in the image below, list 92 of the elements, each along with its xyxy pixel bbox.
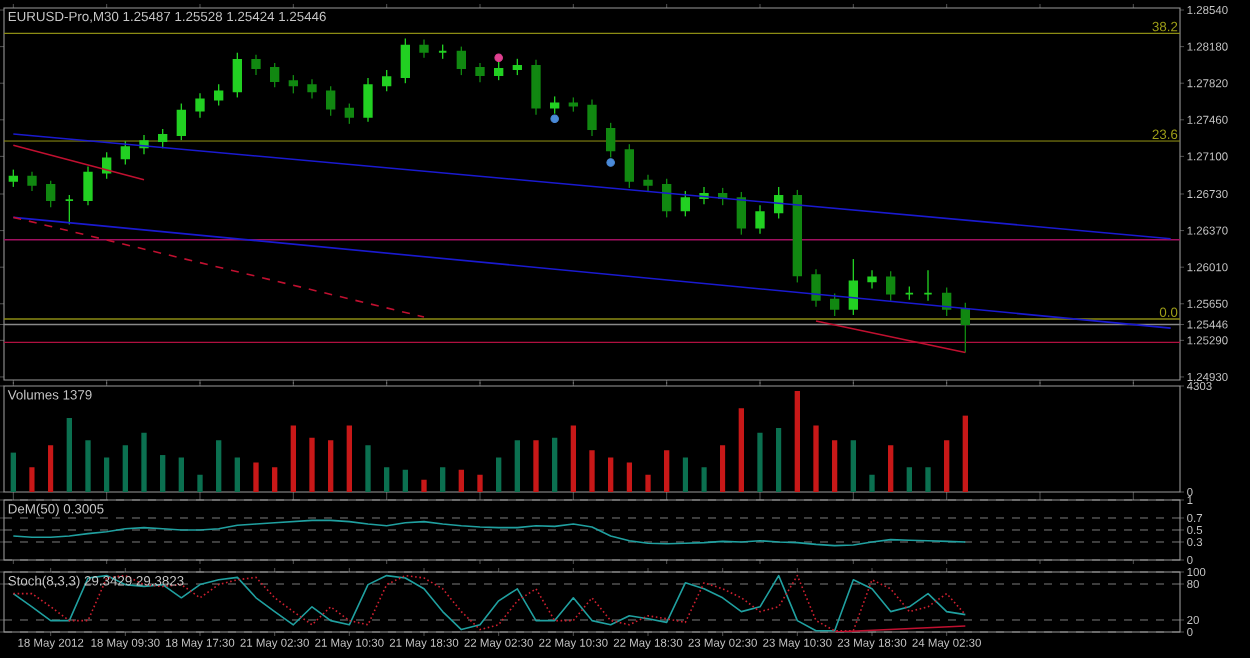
candlestick [176, 102, 187, 141]
candlestick [120, 140, 131, 166]
candlestick [158, 128, 168, 149]
bar [421, 479, 427, 492]
bar [178, 457, 184, 492]
bar [944, 440, 950, 492]
bar [365, 445, 371, 492]
candlestick [83, 165, 93, 206]
candlestick [456, 45, 467, 76]
candlestick [960, 302, 971, 354]
point [550, 114, 559, 124]
bar [720, 445, 726, 492]
candlestick [363, 77, 373, 123]
bar [477, 474, 483, 492]
point [606, 158, 615, 167]
bar [440, 467, 446, 492]
bar [66, 418, 72, 492]
candlestick [288, 74, 299, 95]
bar [328, 440, 334, 492]
candlestick [811, 268, 821, 308]
bar [29, 467, 35, 492]
candlestick [102, 151, 112, 180]
bar [794, 391, 801, 492]
candlestick [251, 54, 261, 76]
candlestick [587, 98, 597, 137]
bar [85, 440, 91, 492]
candlestick [46, 180, 56, 208]
bar [589, 450, 595, 492]
point [494, 53, 503, 63]
bar [832, 440, 838, 492]
candlestick [661, 178, 672, 219]
candlestick [381, 69, 392, 93]
candlestick [848, 258, 859, 316]
bar [309, 437, 315, 492]
candlestick [232, 52, 243, 99]
candlestick [829, 292, 840, 317]
bar [682, 457, 689, 492]
candlestick [326, 85, 336, 117]
bar [122, 445, 128, 492]
bar [925, 467, 931, 492]
bar [290, 425, 296, 492]
bar [402, 469, 408, 492]
candlestick [531, 59, 541, 116]
bar [552, 437, 558, 492]
bar [608, 457, 614, 492]
bar [104, 457, 110, 492]
candlestick [419, 38, 429, 59]
bar [664, 450, 670, 492]
candlestick [736, 191, 747, 236]
bar [757, 432, 763, 492]
candlestick [307, 78, 317, 100]
candlestick [755, 204, 765, 235]
bar [869, 474, 875, 492]
bar [888, 445, 894, 492]
line-series [12, 574, 967, 632]
candlestick [605, 122, 616, 159]
candlestick [195, 92, 205, 119]
bar [738, 408, 745, 492]
bar [626, 462, 633, 492]
bar [496, 457, 502, 492]
bar [962, 415, 969, 492]
bar [384, 467, 390, 492]
bar [906, 467, 913, 492]
candlestick [214, 83, 224, 107]
bar [141, 432, 147, 492]
bar [701, 467, 707, 492]
bar [216, 440, 222, 492]
bar [458, 469, 464, 492]
candlestick [400, 37, 411, 84]
candlestick [680, 190, 691, 218]
candlestick [867, 269, 877, 290]
bar [850, 440, 857, 492]
bar [514, 440, 520, 492]
bar [160, 455, 166, 492]
candlestick [344, 102, 355, 125]
bar [197, 474, 203, 492]
bar [776, 427, 782, 492]
bar [272, 467, 278, 492]
bar [645, 474, 651, 492]
candlestick [624, 143, 635, 189]
candlestick [27, 170, 37, 192]
bar [10, 452, 16, 492]
candlestick [475, 62, 485, 83]
bar [813, 425, 819, 492]
candlestick [885, 270, 896, 302]
candlestick [270, 62, 280, 88]
bar [48, 445, 54, 492]
bar [253, 462, 259, 492]
bar [570, 425, 576, 492]
bar [346, 425, 352, 492]
bar [234, 457, 240, 492]
bar [533, 440, 539, 492]
